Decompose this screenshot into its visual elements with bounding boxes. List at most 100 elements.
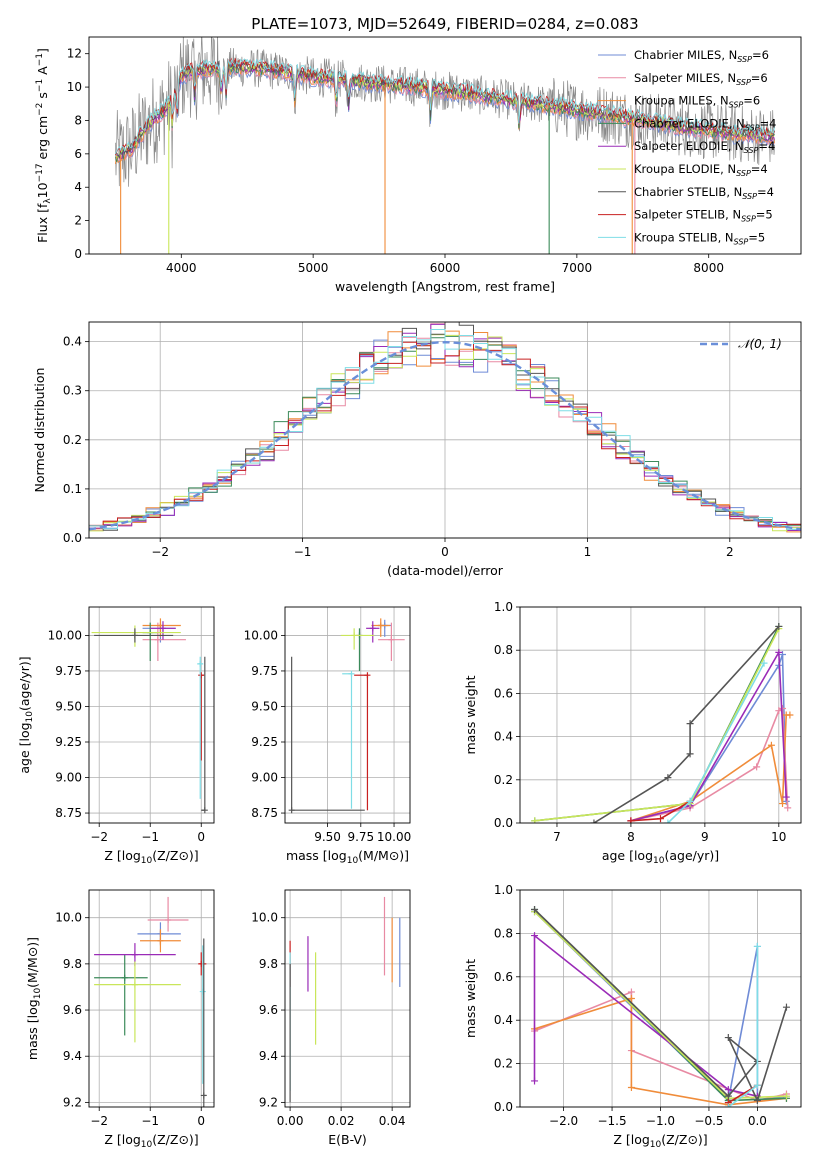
data-point — [664, 774, 672, 782]
x-tick-label: −2.0 — [549, 1114, 578, 1128]
data-point — [782, 1003, 790, 1011]
y-tick-label: 10.00 — [48, 628, 82, 642]
mass-vs-extinction-panel: 0.00 0.02 0.04 9.2 9.4 9.6 9.8 10.0 E(B-V) — [251, 889, 411, 1147]
x-tick-label: −1 — [141, 830, 159, 844]
data-point — [200, 1092, 207, 1099]
x-tick-label: 1 — [584, 545, 592, 559]
residual-histogram — [89, 322, 801, 531]
y-tick-label: 9.4 — [63, 1049, 82, 1063]
y-axis-label: age [log10(age/yr)] — [17, 656, 35, 773]
y-tick-label: 9.75 — [55, 664, 82, 678]
mass_vs_EBV-grid — [285, 890, 410, 1107]
y-tick-label: 2 — [74, 214, 82, 228]
x-tick-label: −0.5 — [694, 1114, 723, 1128]
weight_vs_Z-grid — [520, 889, 801, 1108]
weight_vs_age-plot-area — [531, 622, 794, 823]
normal-curve — [89, 340, 801, 531]
mass_vs_EBV-plot-area — [289, 896, 401, 1103]
legend-label: Salpeter STELIB, NSSP=5 — [634, 208, 773, 224]
data-point — [531, 906, 539, 914]
x-tick-label: 0 — [441, 545, 449, 559]
data-point — [377, 622, 384, 629]
data-point — [686, 750, 694, 758]
age_vs_Z-plot-area — [91, 618, 208, 814]
data-point — [784, 804, 792, 812]
x-axis-label: wavelength [Angstrom, rest frame] — [335, 279, 555, 294]
x-tick-label: 10 — [771, 830, 786, 844]
y-tick-label: 9.25 — [251, 735, 278, 749]
data-point — [531, 1077, 539, 1085]
y-axis-label: mass [log10(M/M⊙)] — [25, 937, 43, 1060]
weight-line — [593, 625, 780, 823]
legend-label: Kroupa MILES, NSSP=6 — [634, 94, 760, 110]
legend-label: 𝒩(0, 1) — [738, 337, 782, 351]
x-tick-label: 0.0 — [748, 1114, 767, 1128]
data-point — [201, 807, 208, 814]
legend-label: Salpeter ELODIE, NSSP=4 — [634, 139, 775, 155]
x-axis-label: (data-model)/error — [387, 563, 504, 578]
residual-histogram-panel: −2 −1 0 1 2 0.0 0.1 0.2 0.3 0.4 (data-model)/error… — [32, 321, 802, 578]
data-point — [786, 711, 794, 719]
weight_vs_age-grid — [520, 606, 801, 824]
y-tick-label: 6 — [74, 147, 82, 161]
y-tick-label: 0 — [74, 247, 82, 261]
data-point — [197, 660, 204, 667]
age_vs_mass-plot-area — [288, 618, 405, 814]
y-tick-label: 9.00 — [55, 771, 82, 785]
x-tick-label: 5000 — [298, 261, 329, 275]
x-tick-label: 7000 — [562, 261, 593, 275]
x-tick-label: 9.50 — [314, 830, 341, 844]
legend-label: Kroupa STELIB, NSSP=5 — [634, 230, 765, 246]
y-tick-label: 8 — [74, 113, 82, 127]
data-point — [131, 951, 138, 958]
data-point — [165, 917, 172, 924]
y-tick-label: 1.0 — [494, 600, 513, 614]
y-tick-label: 0.4 — [494, 730, 513, 744]
legend-label: Chabrier MILES, NSSP=6 — [634, 48, 769, 64]
y-tick-label: 9.2 — [259, 1095, 278, 1109]
data-point — [627, 988, 635, 996]
data-point — [348, 670, 355, 677]
x-axis-label: Z [log10(Z/Z⊙)] — [613, 1132, 707, 1150]
data-point — [369, 625, 376, 632]
y-tick-label: 9.8 — [63, 957, 82, 971]
x-axis-label: mass [log10(M/M⊙)] — [286, 848, 409, 866]
weight-line — [630, 649, 787, 822]
mass-weight-vs-age-panel: 7 8 9 10 0.0 0.2 0.4 0.6 0.8 1.0 age [log10(age/yr… — [463, 600, 802, 866]
x-axis-label: Z [log10(Z/Z⊙)] — [104, 1132, 198, 1150]
y-tick-label: 0.2 — [494, 1057, 513, 1071]
data-point — [157, 937, 164, 944]
y-tick-label: 10.0 — [55, 911, 82, 925]
mass-vs-metallicity-panel: −2 −1 0 9.2 9.4 9.6 9.8 10.0 Z [log10(Z/Z⊙)] mass… — [25, 889, 215, 1150]
data-point — [131, 981, 138, 988]
data-point — [590, 819, 598, 823]
y-axis-label: mass weight — [463, 959, 478, 1038]
axes-frame — [519, 889, 802, 1108]
x-tick-label: 9 — [701, 830, 709, 844]
data-point — [627, 1083, 635, 1091]
x-tick-label: 4000 — [166, 261, 197, 275]
y-tick-label: 8.75 — [55, 806, 82, 820]
x-tick-label: 9.75 — [347, 830, 374, 844]
y-tick-label: 4 — [74, 180, 82, 194]
data-point — [775, 622, 783, 630]
y-tick-label: 0.6 — [494, 686, 513, 700]
data-point — [686, 720, 694, 728]
y-tick-label: 9.8 — [259, 957, 278, 971]
legend-label: Chabrier STELIB, NSSP=4 — [634, 185, 774, 201]
data-point — [753, 1096, 761, 1104]
y-tick-label: 0.0 — [63, 531, 82, 545]
data-point — [199, 988, 206, 995]
age-vs-mass-panel: 9.50 9.75 10.008.759.009.259.509.7510.00ma… — [244, 606, 411, 866]
data-point — [531, 932, 539, 940]
y-tick-label: 9.4 — [259, 1049, 278, 1063]
x-tick-label: 8 — [627, 830, 635, 844]
axes-frame — [88, 606, 215, 824]
x-axis-label: Z [log10(Z/Z⊙)] — [104, 848, 198, 866]
y-tick-label: 0.0 — [494, 816, 513, 830]
y-tick-label: 9.25 — [55, 735, 82, 749]
legend-label: Kroupa ELODIE, NSSP=4 — [634, 162, 768, 178]
weight-line — [533, 908, 788, 1103]
axes-frame — [284, 889, 411, 1108]
data-point — [767, 741, 775, 749]
